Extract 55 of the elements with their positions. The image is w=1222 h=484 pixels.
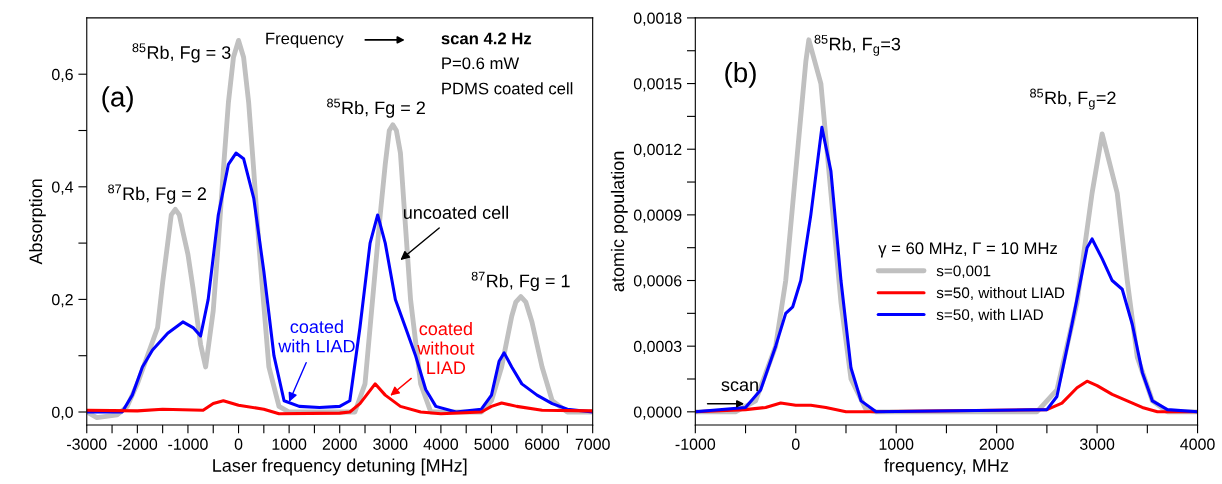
y-tick-label: 0,6: [51, 68, 73, 83]
x-tick-label: 0: [791, 438, 800, 450]
y-tick-label: 0,0012: [633, 143, 682, 158]
x-tick-label: -2000: [117, 438, 158, 450]
annotation: $^{85}$Rb, F$_{g}$=2: [1030, 88, 1116, 110]
x-tick-label: 4000: [1180, 438, 1215, 450]
annotation: $^{87}$Rb, Fg = 1: [471, 271, 570, 291]
y-tick-label: 0,0003: [633, 340, 682, 354]
y-tick-label: 0,4: [51, 181, 74, 195]
x-tick-label: 6000: [525, 438, 560, 450]
legend-label: s=50, with LIAD: [936, 308, 1043, 322]
line-series: [86, 382, 593, 416]
x-tick-label: 7000: [575, 438, 610, 450]
y-tick-label: 0,0018: [633, 12, 682, 26]
x-axis-title: Laser frequency detuning [MHz]: [213, 458, 467, 476]
y-axis-title: atomic population: [610, 151, 628, 292]
x-tick-label: 5000: [474, 438, 509, 450]
annotation: scan 4.2 Hz: [441, 32, 532, 45]
x-tick-label: 2000: [979, 438, 1014, 450]
x-axis-title: frequency, MHz: [884, 458, 1009, 476]
x-tick-label: 3000: [1079, 438, 1115, 450]
annotation: $^{85}$Rb, Fg = 2: [327, 98, 425, 118]
annotation: coated without LIAD: [417, 321, 475, 374]
annotation: $^{87}$Rb, Fg = 2: [108, 184, 207, 204]
annotation: Frequency: [266, 32, 344, 48]
legend-label: s=0,001: [936, 265, 991, 279]
annotation: $^{85}$Rb, F$_{g}$=3: [814, 34, 901, 56]
x-tick-label: 4000: [423, 438, 459, 450]
x-tick-label: 1000: [272, 438, 307, 450]
x-tick-label: -3000: [67, 438, 107, 450]
annotation: scan: [721, 381, 758, 392]
x-tick-label: -1000: [675, 438, 716, 450]
annotation: (a): [102, 86, 133, 113]
legend-label: s=50, without LIAD: [936, 286, 1065, 300]
line-series: [86, 151, 593, 414]
x-tick-label: 3000: [373, 438, 408, 450]
x-tick-label: -1000: [168, 438, 208, 450]
annotation: uncoated cell: [403, 205, 508, 220]
annotation: P=0.6 mW: [442, 57, 520, 70]
y-tick-label: 0,0000: [633, 406, 682, 420]
annotation: (b): [725, 61, 756, 88]
y-tick-label: 0,0015: [633, 78, 682, 92]
annotation: coated with LIAD: [278, 319, 355, 353]
y-axis-title: Absorption: [28, 179, 46, 265]
annotation: PDMS coated cell: [442, 82, 573, 95]
x-tick-label: 0: [234, 438, 243, 450]
y-tick-label: 0,0009: [633, 209, 682, 223]
y-tick-label: 0,0006: [633, 275, 682, 289]
y-tick-label: 0,2: [51, 294, 73, 308]
annotation: $^{85}$Rb, Fg = 3: [132, 43, 231, 63]
legend-title: γ = 60 MHz, Γ = 10 MHz: [878, 242, 1057, 258]
x-tick-label: 2000: [322, 438, 357, 450]
y-tick-label: 0,0: [51, 406, 73, 420]
line-series: [695, 125, 1198, 414]
x-tick-label: 1000: [879, 438, 914, 450]
